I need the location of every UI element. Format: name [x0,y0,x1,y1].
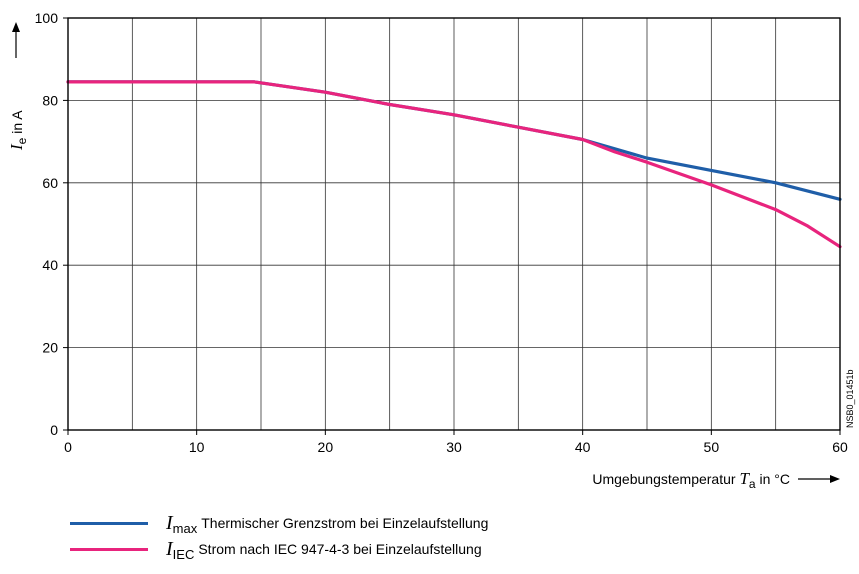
y-tick-label: 0 [50,422,58,438]
legend-text-imax: Thermischer Grenzstrom bei Einzelaufstel… [201,515,489,531]
y-axis-arrow [12,22,20,58]
grid-lines [68,18,840,430]
line-chart: 0 10 20 30 40 50 60 0 20 40 60 80 100 Ie in A Umgeb… [7,10,855,491]
legend-swatch-iiec [70,547,148,551]
x-tick-labels: 0 10 20 30 40 50 60 [64,430,848,455]
x-tick-label: 10 [189,439,205,455]
series-line-iiec [66,80,842,249]
x-tick-label: 30 [446,439,462,455]
y-tick-labels: 0 20 40 60 80 100 [35,10,68,438]
y-tick-label: 40 [42,257,58,273]
legend-swatch-imax [70,521,148,525]
figure-code: NSB0_01451b [845,369,855,428]
x-tick-label: 0 [64,439,72,455]
x-tick-label: 40 [575,439,591,455]
legend-subscript-iiec: IEC [172,546,195,562]
x-axis-label: Umgebungstemperatur Ta in °C [592,469,790,491]
y-tick-label: 80 [42,92,58,108]
svg-text:Ie in A: Ie in A [7,110,29,151]
y-axis-label: Ie in A [7,110,29,151]
x-tick-label: 50 [704,439,720,455]
legend-subscript-imax: max [172,520,198,536]
y-tick-label: 100 [35,10,59,26]
legend-item-iiec: I IEC Strom nach IEC 947-4-3 bei Einzelau… [70,536,488,562]
y-tick-label: 60 [42,175,58,191]
legend-text-iiec: Strom nach IEC 947-4-3 bei Einzelaufstel… [198,541,482,557]
y-tick-label: 20 [42,340,58,356]
series-lines [66,80,842,249]
legend-symbol-imax: I [166,511,173,534]
x-tick-label: 20 [318,439,334,455]
x-tick-label: 60 [832,439,848,455]
x-axis-arrow [798,475,840,483]
legend-symbol-iiec: I [166,537,173,560]
